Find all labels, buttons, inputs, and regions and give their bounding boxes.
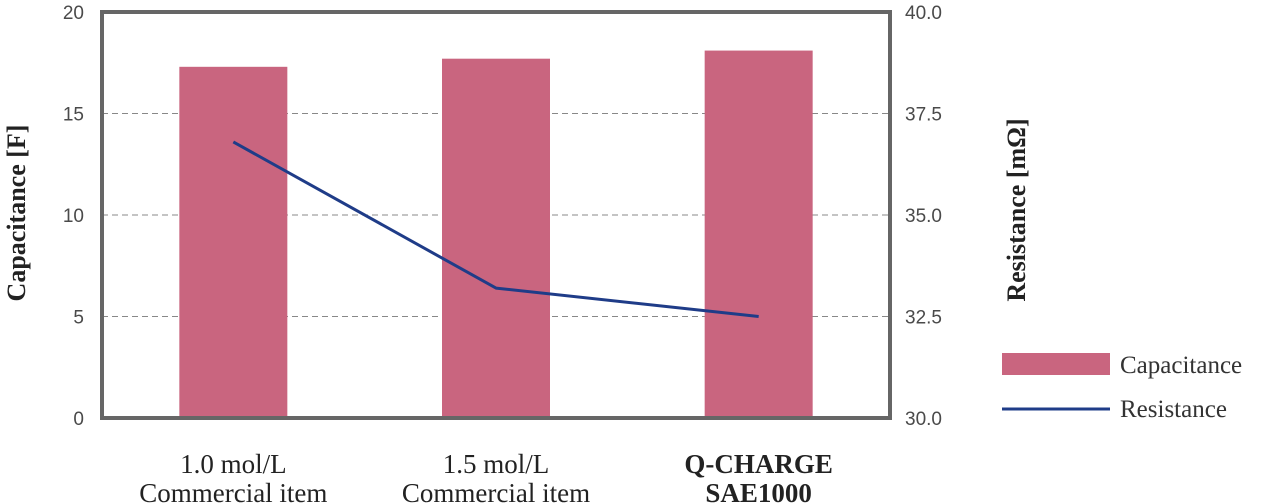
right-tick-label: 37.5 bbox=[905, 105, 942, 126]
category-label: Q-CHARGE bbox=[684, 449, 833, 479]
right-tick-label: 32.5 bbox=[905, 308, 942, 329]
legend-capacitance-swatch bbox=[1002, 353, 1110, 375]
category-label: Commercial item bbox=[402, 478, 590, 504]
right-axis-ticks: 30.0 32.5 35.0 37.5 40.0 bbox=[905, 3, 942, 430]
right-tick-label: 30.0 bbox=[905, 409, 942, 430]
resistance-line bbox=[232, 140, 759, 318]
right-axis-title: Resistance [mΩ] bbox=[1002, 118, 1031, 301]
category-label: SAE1000 bbox=[705, 478, 812, 504]
legend-resistance-label: Resistance bbox=[1120, 396, 1227, 423]
plot-frame bbox=[100, 10, 892, 420]
right-tick-label: 40.0 bbox=[905, 3, 942, 24]
capacitance-bar bbox=[179, 66, 288, 418]
category-label: 1.5 mol/L bbox=[443, 449, 550, 479]
capacitance-bar bbox=[442, 58, 550, 418]
legend: Capacitance Resistance bbox=[1002, 352, 1242, 423]
left-axis-title: Capacitance [F] bbox=[2, 125, 31, 302]
category-label: Commercial item bbox=[139, 478, 327, 504]
category-label: 1.0 mol/L bbox=[180, 449, 287, 479]
left-tick-label: 5 bbox=[73, 308, 84, 329]
legend-capacitance-label: Capacitance bbox=[1120, 352, 1242, 379]
left-tick-label: 0 bbox=[73, 409, 84, 430]
right-tick-label: 35.0 bbox=[905, 206, 942, 227]
left-axis-ticks: 0 5 10 15 20 bbox=[63, 3, 84, 430]
capacitance-bar bbox=[704, 50, 813, 418]
left-tick-label: 20 bbox=[63, 3, 84, 24]
resistance-line-group bbox=[232, 140, 759, 318]
left-tick-label: 10 bbox=[63, 206, 84, 227]
left-tick-label: 15 bbox=[63, 105, 84, 126]
capacitance-bars bbox=[179, 50, 813, 418]
